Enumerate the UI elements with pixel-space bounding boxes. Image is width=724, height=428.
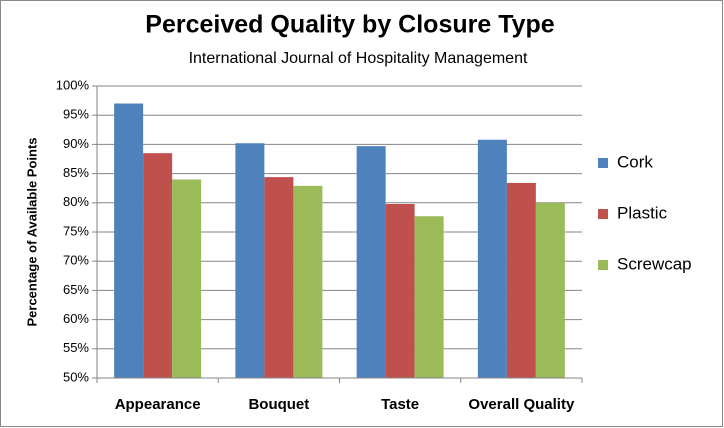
y-tick-label: 60% [63, 311, 89, 326]
y-tick-label: 75% [63, 223, 89, 238]
bar [264, 177, 294, 378]
bar [385, 203, 415, 378]
bar [172, 179, 202, 378]
bar [506, 182, 536, 378]
legend-label: Screwcap [617, 254, 692, 273]
y-tick-label: 95% [63, 107, 89, 122]
x-tick-label: Overall Quality [468, 396, 575, 413]
legend-swatch [598, 209, 608, 219]
bar [293, 185, 323, 378]
bar [356, 146, 386, 378]
x-tick-label: Appearance [115, 396, 201, 413]
y-tick-label: 100% [56, 77, 90, 92]
legend-label: Plastic [617, 203, 668, 222]
y-axis-title: Percentage of Available Points [24, 137, 39, 326]
bar [143, 153, 173, 378]
x-tick-label: Taste [381, 396, 419, 413]
y-tick-label: 85% [63, 165, 89, 180]
bar [235, 143, 265, 378]
chart-title: Perceived Quality by Closure Type [145, 11, 555, 39]
y-tick-label: 80% [63, 194, 89, 209]
x-tick-label: Bouquet [248, 396, 309, 413]
bar [535, 202, 565, 378]
legend-label: Cork [617, 152, 653, 171]
bar [114, 103, 144, 379]
bar [414, 216, 444, 378]
y-tick-label: 65% [63, 282, 89, 297]
y-tick-label: 50% [63, 369, 89, 384]
y-tick-label: 70% [63, 253, 89, 268]
y-tick-label: 55% [63, 340, 89, 355]
y-tick-label: 90% [63, 136, 89, 151]
legend-swatch [598, 158, 608, 168]
legend-swatch [598, 260, 608, 270]
bar [477, 139, 507, 378]
chart-subtitle: International Journal of Hospitality Man… [189, 50, 528, 67]
